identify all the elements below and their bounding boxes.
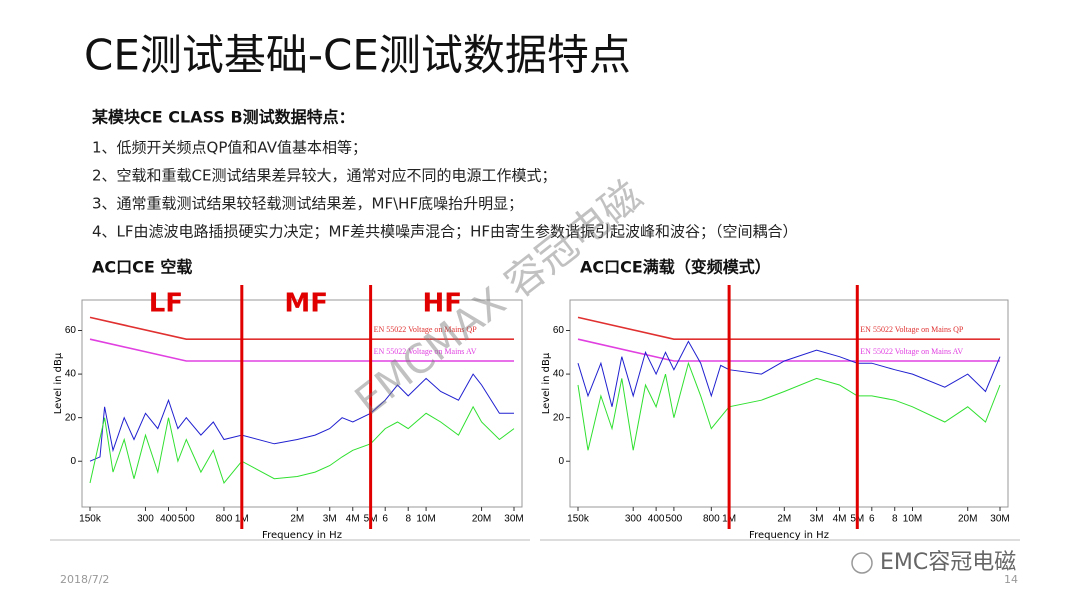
date: 2018/7/2 xyxy=(60,573,109,586)
x-tick-label: 300 xyxy=(625,514,642,525)
x-tick-label: 30M xyxy=(504,514,523,525)
y-tick-label: 40 xyxy=(553,369,565,380)
y-tick-label: 40 xyxy=(65,369,77,380)
x-axis-title: Frequency in Hz xyxy=(749,530,829,541)
brand-icon xyxy=(851,552,873,574)
y-tick-label: 60 xyxy=(553,325,565,336)
limit-label: EN 55022 Voltage on Mains QP xyxy=(860,325,964,334)
y-axis-title: Level in dBµ xyxy=(541,352,552,414)
x-tick-label: 10M xyxy=(903,514,922,525)
chart-title: AC口CE 空载 xyxy=(92,258,192,277)
x-tick-label: 500 xyxy=(666,514,683,525)
trace xyxy=(577,361,1001,451)
bullet: 1、低频开关频点QP值和AV值基本相等； xyxy=(92,139,367,157)
chart-title: AC口CE满载（变频模式） xyxy=(580,258,771,277)
x-tick-label: 30M xyxy=(990,514,1009,525)
x-tick-label: 500 xyxy=(178,514,195,525)
subtitle: 某模块CE CLASS B测试数据特点： xyxy=(91,108,355,127)
x-tick-label: 150k xyxy=(79,514,102,525)
x-tick-label: 300 xyxy=(137,514,154,525)
x-tick-label: 3M xyxy=(810,514,824,525)
y-tick-label: 60 xyxy=(65,325,77,336)
y-tick-label: 20 xyxy=(553,412,565,423)
x-tick-label: 400 xyxy=(160,514,177,525)
limit-label: EN 55022 Voltage on Mains QP xyxy=(374,325,478,334)
x-tick-label: 6 xyxy=(382,514,388,525)
bullet: 3、通常重载测试结果较轻载测试结果差，MF\HF底噪抬升明显； xyxy=(92,195,523,213)
x-tick-label: 4M xyxy=(346,514,360,525)
y-tick-label: 20 xyxy=(65,412,77,423)
limit-label: EN 55022 Voltage on Mains AV xyxy=(860,347,963,356)
trace xyxy=(577,338,1000,362)
x-tick-label: 4M xyxy=(833,514,847,525)
region-label: HF xyxy=(423,289,463,319)
region-label: LF xyxy=(149,289,183,319)
x-tick-label: 800 xyxy=(703,514,720,525)
x-tick-label: 2M xyxy=(777,514,791,525)
x-tick-label: 3M xyxy=(323,514,337,525)
x-tick-label: 20M xyxy=(958,514,977,525)
trace xyxy=(89,316,514,341)
bullet: 4、LF由滤波电路插损硬实力决定；MF差共模噪声混合；HF由寄生参数谐振引起波峰… xyxy=(92,223,798,241)
trace xyxy=(89,338,514,362)
x-tick-label: 8 xyxy=(892,514,898,525)
y-tick-label: 0 xyxy=(558,456,564,467)
y-axis-title: Level in dBµ xyxy=(53,352,64,414)
x-tick-label: 6 xyxy=(869,514,875,525)
brand: EMC容冠电磁 xyxy=(880,550,1016,575)
trace xyxy=(577,340,1001,407)
x-tick-label: 400 xyxy=(648,514,665,525)
y-tick-label: 0 xyxy=(70,456,76,467)
plot-area xyxy=(81,299,523,508)
x-tick-label: 8 xyxy=(405,514,411,525)
page-number: 14 xyxy=(1004,573,1018,586)
x-tick-label: 20M xyxy=(472,514,491,525)
x-tick-label: 2M xyxy=(290,514,304,525)
x-tick-label: 150k xyxy=(567,514,590,525)
plot-area xyxy=(569,299,1009,508)
region-label: MF xyxy=(284,289,328,319)
bullet: 2、空载和重载CE测试结果差异较大，通常对应不同的电源工作模式； xyxy=(92,167,557,185)
x-axis-title: Frequency in Hz xyxy=(262,530,342,541)
x-tick-label: 10M xyxy=(416,514,435,525)
trace xyxy=(89,405,515,485)
limit-label: EN 55022 Voltage on Mains AV xyxy=(374,347,477,356)
trace xyxy=(89,373,514,462)
charts: 0204060150k3004005008001M2M3M4M5M6810M20… xyxy=(53,285,1010,541)
x-tick-label: 800 xyxy=(216,514,233,525)
slide-title: CE测试基础-CE测试数据特点 xyxy=(84,31,631,80)
trace xyxy=(577,316,1000,341)
